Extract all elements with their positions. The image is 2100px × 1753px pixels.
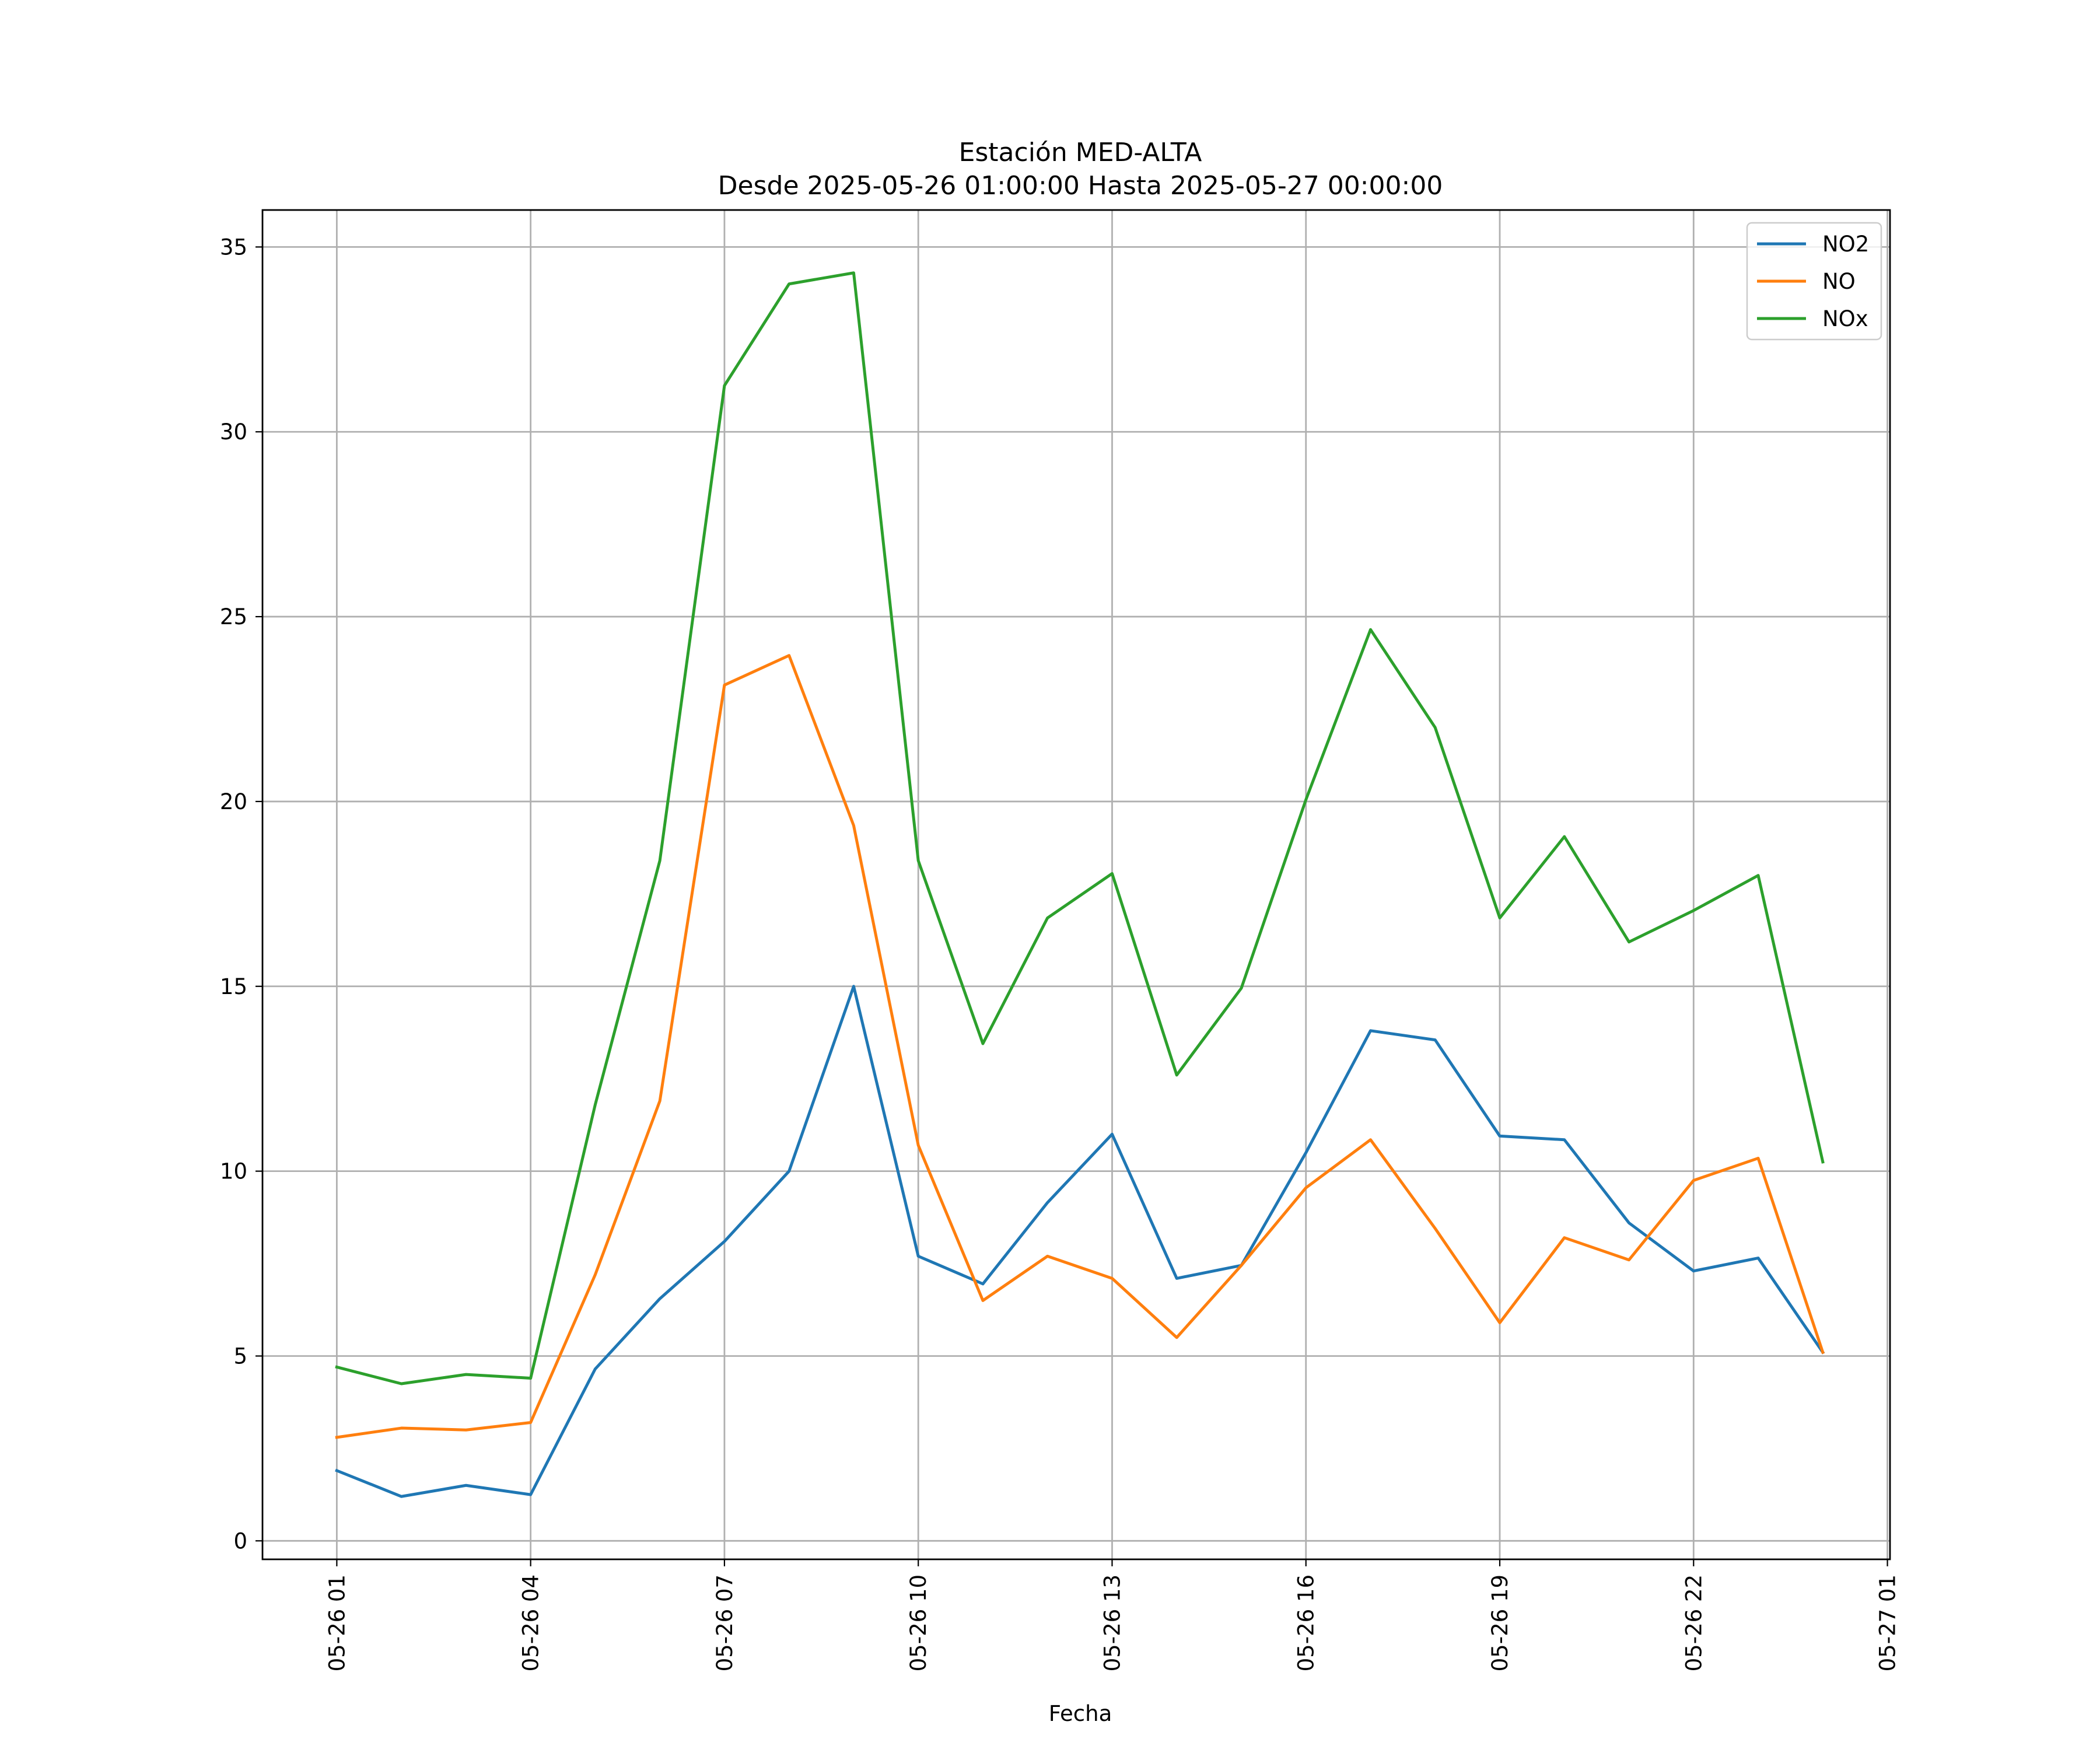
legend: NO2 NO NOx: [1746, 222, 1882, 341]
legend-label-no: NO: [1822, 269, 1856, 294]
legend-label-nox: NOx: [1822, 306, 1868, 331]
x-tick-label: 05-26 16: [1294, 1574, 1319, 1671]
y-tick-label: 25: [220, 604, 247, 629]
y-tick-label: 30: [220, 419, 247, 445]
x-axis-label: Fecha: [1049, 1701, 1112, 1726]
legend-box: [1746, 222, 1882, 341]
x-tick-label: 05-26 01: [324, 1574, 349, 1671]
y-tick-label: 10: [220, 1159, 247, 1184]
x-axis-ticks: 05-26 01 05-26 04 05-26 07 05-26 10 05-26 13…: [324, 1559, 1901, 1671]
y-tick-label: 5: [233, 1343, 247, 1369]
x-tick-label: 05-26 07: [712, 1574, 737, 1671]
y-axis-ticks: 0 5 10 15 20 25 30 35: [220, 235, 262, 1553]
x-tick-label: 05-26 10: [906, 1574, 931, 1671]
series-line-no: [335, 654, 1825, 1439]
y-tick-label: 20: [220, 789, 247, 814]
x-tick-label: 05-26 04: [519, 1574, 544, 1671]
plot-frame: [261, 209, 1891, 1560]
x-tick-label: 05-26 22: [1681, 1574, 1706, 1671]
series-line-no2: [335, 985, 1825, 1498]
y-tick-label: 35: [220, 235, 247, 260]
legend-label-no2: NO2: [1822, 232, 1869, 257]
series-lines: [335, 271, 1825, 1498]
x-tick-label: 05-26 19: [1488, 1574, 1513, 1671]
y-tick-label: 0: [233, 1528, 247, 1553]
series-line-nox: [335, 271, 1825, 1385]
x-tick-label: 05-27 01: [1875, 1574, 1901, 1671]
y-tick-label: 15: [220, 974, 247, 999]
x-tick-label: 05-26 13: [1100, 1574, 1125, 1671]
chart-subtitle: Desde 2025-05-26 01:00:00 Hasta 2025-05-…: [718, 171, 1443, 201]
chart-title: Estación MED-ALTA: [959, 138, 1202, 167]
